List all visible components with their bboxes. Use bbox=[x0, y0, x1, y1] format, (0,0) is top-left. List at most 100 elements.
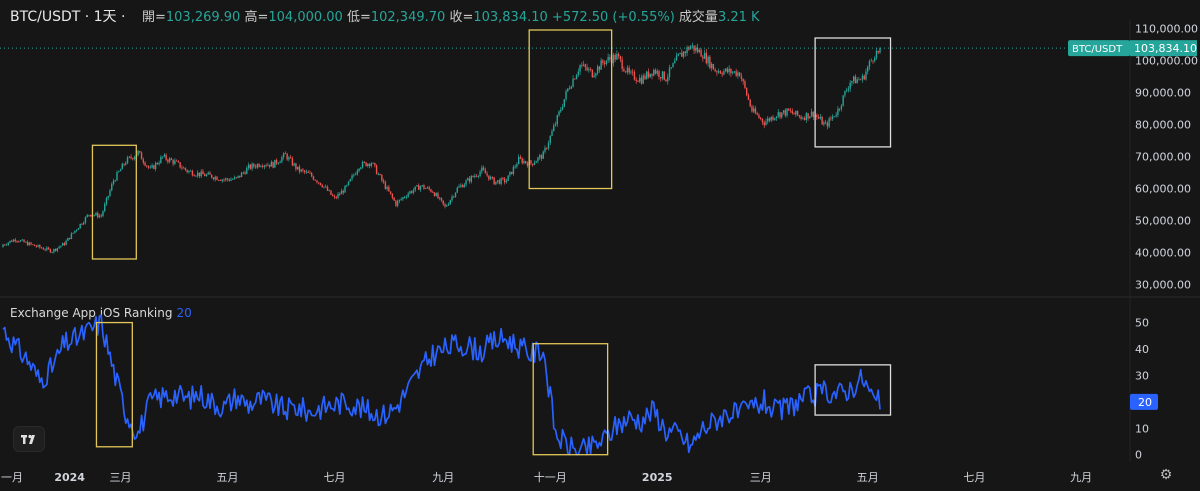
candle-body bbox=[158, 163, 160, 165]
ranking-annotation-box bbox=[95, 321, 133, 448]
price-tick-label: 40,000.00 bbox=[1135, 247, 1191, 260]
candle-body bbox=[147, 166, 150, 168]
candle-body bbox=[402, 197, 404, 200]
candle-body bbox=[332, 194, 334, 197]
candle-body bbox=[230, 179, 232, 181]
candle-body bbox=[202, 171, 204, 175]
candle-body bbox=[735, 71, 737, 76]
candle-body bbox=[305, 171, 308, 173]
candle-body bbox=[575, 74, 578, 80]
candle-body bbox=[142, 159, 145, 163]
candle-body bbox=[179, 162, 181, 168]
candle-body bbox=[651, 73, 653, 76]
candle-body bbox=[860, 79, 862, 81]
candle-body bbox=[760, 117, 762, 119]
candle-body bbox=[472, 175, 474, 177]
candle-body bbox=[758, 114, 760, 118]
candle-body bbox=[495, 181, 497, 185]
candle-body bbox=[798, 115, 801, 117]
candle-body bbox=[561, 106, 564, 110]
candle-body bbox=[875, 50, 878, 58]
candle-body bbox=[161, 156, 164, 158]
candle-body bbox=[316, 180, 318, 183]
candle-body bbox=[342, 190, 344, 193]
candle-body bbox=[696, 47, 699, 52]
candle-body bbox=[335, 197, 337, 198]
candle-body bbox=[137, 151, 139, 156]
candle-body bbox=[260, 166, 262, 168]
candle-body bbox=[270, 161, 273, 167]
candle-body bbox=[146, 165, 148, 167]
candle-body bbox=[274, 159, 276, 168]
candle-body bbox=[393, 197, 395, 201]
candle-body bbox=[852, 76, 855, 82]
candle-body bbox=[286, 153, 288, 160]
candle-body bbox=[584, 64, 587, 68]
candle-body bbox=[733, 71, 736, 73]
candle-body bbox=[470, 175, 473, 182]
candle-body bbox=[109, 190, 111, 196]
candle-body bbox=[446, 205, 448, 207]
candle-body bbox=[339, 193, 341, 195]
candle-body bbox=[314, 179, 316, 181]
candle-body bbox=[837, 108, 839, 115]
candle-body bbox=[163, 154, 166, 157]
indicator-legend[interactable]: Exchange App iOS Ranking 20 bbox=[10, 306, 192, 320]
candle-body bbox=[593, 75, 595, 78]
candle-body bbox=[249, 164, 252, 169]
candle-body bbox=[253, 163, 255, 167]
candle-body bbox=[747, 95, 750, 100]
candle-body bbox=[323, 186, 325, 188]
low-label: 低= bbox=[346, 10, 371, 25]
candle-body bbox=[877, 50, 879, 53]
candle-body bbox=[484, 169, 487, 174]
candle-body bbox=[133, 156, 136, 160]
candle-body bbox=[389, 191, 392, 194]
candle-body bbox=[596, 66, 599, 74]
candle-body bbox=[668, 67, 671, 78]
candle-body bbox=[570, 86, 572, 89]
candle-body bbox=[40, 247, 43, 249]
candle-body bbox=[319, 182, 322, 186]
candle-body bbox=[67, 237, 69, 241]
candle-body bbox=[291, 158, 294, 166]
candle-body bbox=[838, 108, 841, 110]
settings-gear-icon[interactable]: ⚙ bbox=[1159, 467, 1173, 483]
candle-body bbox=[311, 172, 313, 177]
candle-body bbox=[589, 69, 592, 70]
candle-body bbox=[505, 180, 508, 183]
symbol-title[interactable]: BTC/USDT · 1天 · bbox=[10, 9, 126, 25]
candle-body bbox=[218, 180, 220, 181]
candle-body bbox=[661, 71, 664, 79]
candle-body bbox=[444, 204, 446, 207]
time-axis-label: 一月 bbox=[1, 471, 23, 484]
candle-body bbox=[196, 172, 199, 176]
candle-body bbox=[588, 69, 590, 71]
candle-body bbox=[549, 135, 551, 144]
indicator-title: Exchange App iOS Ranking bbox=[10, 306, 173, 320]
candle-body bbox=[275, 159, 278, 164]
candle-body bbox=[763, 122, 765, 126]
candle-body bbox=[558, 111, 560, 116]
candle-body bbox=[433, 192, 436, 197]
candle-body bbox=[118, 171, 120, 173]
candle-body bbox=[167, 159, 169, 162]
candle-body bbox=[670, 67, 672, 69]
candle-body bbox=[4, 244, 6, 246]
candle-body bbox=[130, 156, 132, 159]
candle-body bbox=[830, 118, 832, 120]
candle-body bbox=[132, 158, 134, 160]
candle-body bbox=[358, 168, 360, 171]
candle-body bbox=[614, 54, 616, 60]
candle-body bbox=[717, 71, 720, 73]
candle-body bbox=[51, 252, 53, 253]
tradingview-logo-icon[interactable] bbox=[13, 426, 45, 452]
price-tick-label: 50,000.00 bbox=[1135, 215, 1191, 228]
candle-body bbox=[156, 163, 159, 165]
volume-value: 3.21 K bbox=[717, 10, 760, 25]
open-value: 103,269.90 bbox=[165, 10, 241, 25]
candle-body bbox=[53, 248, 55, 253]
candle-body bbox=[863, 75, 865, 80]
ranking-tick-label: 50 bbox=[1135, 317, 1149, 330]
